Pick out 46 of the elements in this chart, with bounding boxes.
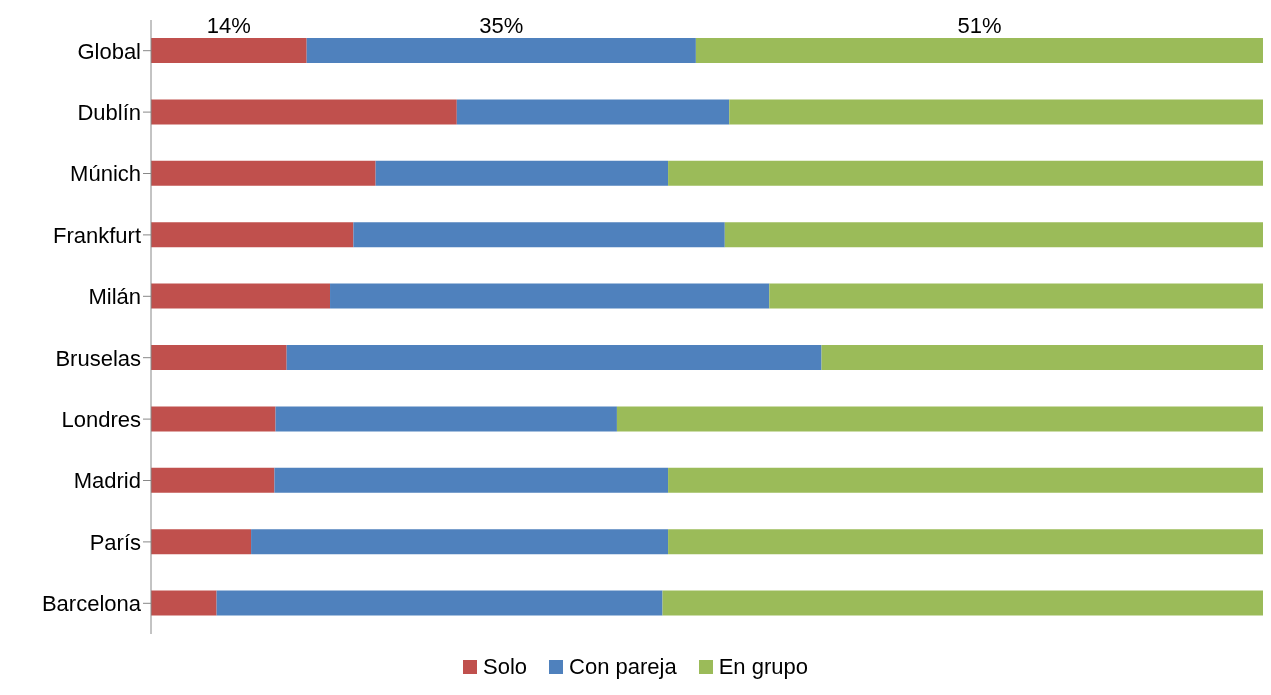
bar bbox=[274, 467, 669, 493]
bar bbox=[375, 160, 669, 186]
bar bbox=[151, 467, 275, 493]
y-tick-label: Londres bbox=[61, 406, 141, 432]
y-tick-label: Dublín bbox=[77, 99, 141, 125]
y-tick-label: Barcelona bbox=[41, 591, 142, 617]
data-label: 35% bbox=[479, 13, 524, 38]
bar bbox=[668, 467, 1263, 493]
bar bbox=[668, 529, 1263, 555]
y-tick-label: Global bbox=[77, 38, 141, 64]
legend-label: En grupo bbox=[717, 654, 808, 680]
y-tick-label: Milán bbox=[88, 284, 141, 310]
bar bbox=[151, 160, 376, 186]
bar bbox=[151, 406, 276, 432]
bar bbox=[616, 406, 1263, 432]
bar bbox=[330, 283, 770, 309]
y-tick-label: París bbox=[89, 529, 141, 555]
bar bbox=[151, 590, 217, 616]
bar bbox=[456, 99, 730, 125]
bar bbox=[724, 222, 1263, 248]
bar bbox=[668, 160, 1263, 186]
bar bbox=[151, 222, 354, 248]
y-tick-label: Frankfurt bbox=[52, 222, 141, 248]
data-label: 14% bbox=[206, 13, 251, 38]
bar bbox=[662, 590, 1263, 616]
bar bbox=[275, 406, 617, 432]
bar bbox=[151, 38, 307, 63]
bar bbox=[769, 283, 1263, 309]
bar bbox=[151, 345, 287, 370]
bar bbox=[151, 529, 252, 555]
y-tick-label: Múnich bbox=[70, 161, 141, 187]
y-tick-label: Madrid bbox=[73, 468, 141, 494]
bar bbox=[216, 590, 663, 616]
bar bbox=[353, 222, 725, 248]
bar bbox=[286, 345, 822, 370]
legend-label: Con pareja bbox=[568, 654, 677, 680]
bar bbox=[251, 529, 669, 555]
bar bbox=[821, 345, 1263, 370]
bar bbox=[151, 99, 457, 125]
legend-label: Solo bbox=[482, 654, 528, 680]
bar bbox=[151, 283, 331, 309]
bar bbox=[729, 99, 1263, 125]
bar bbox=[306, 38, 696, 63]
data-label: 51% bbox=[957, 13, 1002, 38]
bar bbox=[695, 38, 1263, 63]
y-tick-label: Bruselas bbox=[55, 345, 141, 371]
